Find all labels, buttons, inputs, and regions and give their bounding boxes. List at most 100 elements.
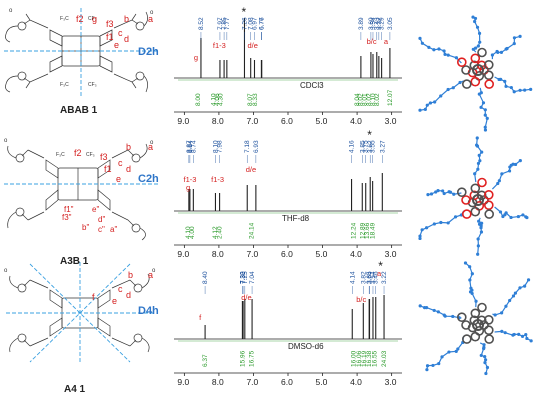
svg-text:F₃C: F₃C xyxy=(60,82,69,88)
model-atom xyxy=(509,85,513,90)
model-core-ring xyxy=(479,195,489,205)
svg-text:o: o xyxy=(150,140,154,146)
model-atom xyxy=(475,136,479,140)
model-core-ring xyxy=(470,206,481,217)
model-core-ring xyxy=(479,65,489,75)
model-atom xyxy=(423,107,427,112)
model-atom xyxy=(446,221,450,225)
model-atom xyxy=(420,228,424,232)
model-atom xyxy=(443,52,447,56)
chem-label: e xyxy=(116,174,121,184)
x-axis-tick-label: 4.0 xyxy=(350,249,362,259)
model-chain xyxy=(494,206,528,219)
model-core-ring xyxy=(456,57,467,68)
x-axis-tick-label: 5.0 xyxy=(316,116,328,126)
peak-shift-label: 7.98 xyxy=(217,140,224,153)
model-atom xyxy=(427,45,431,49)
model-chain xyxy=(494,330,532,342)
peak-shift-label: 3.27 xyxy=(379,140,386,153)
peak-shift-label: 3.89 xyxy=(358,17,365,30)
model-core-ring xyxy=(483,200,494,210)
peak-shift-label: 3.55 xyxy=(370,140,377,153)
model-atom xyxy=(513,162,518,167)
model-atom xyxy=(425,103,429,107)
chem-label: f3" xyxy=(62,213,72,222)
model-atom xyxy=(479,105,483,109)
peak-shift-label: 3.54 xyxy=(370,271,377,284)
chem-label: d" xyxy=(98,215,105,224)
model-atom xyxy=(478,159,482,163)
model-core-ring xyxy=(470,308,481,319)
model-atom xyxy=(441,189,445,193)
compound-label: A3B 1 xyxy=(60,256,89,267)
model-atom xyxy=(476,44,480,48)
model-atom xyxy=(483,361,487,365)
model-atom xyxy=(436,188,440,193)
integral-value: 8.00 xyxy=(195,93,202,106)
peak-shift-label: 4.14 xyxy=(349,271,356,284)
solvent-star: * xyxy=(241,5,246,19)
model-atom xyxy=(458,80,462,85)
model-atom xyxy=(483,128,488,132)
integral-value: 16.38 xyxy=(366,350,373,367)
model-atom xyxy=(480,150,484,154)
chem-label: f1" xyxy=(64,205,74,214)
peak-shift-label: 7.85 xyxy=(221,17,228,30)
chem-label: a xyxy=(148,270,153,280)
nmr-panel-a3b: 8.878.848.74 8.107.98 7.18 6.93 4.16 3.853.75… xyxy=(174,128,402,259)
model-atom xyxy=(529,87,533,91)
model-core-ring xyxy=(477,302,487,313)
model-atom xyxy=(418,304,422,308)
integral-value: 8.02 xyxy=(358,93,365,106)
peak-assignment-label: d/e xyxy=(241,293,251,302)
peak-shift-label: 3.05 xyxy=(387,17,394,30)
model-chain xyxy=(419,38,462,64)
model-atom xyxy=(432,222,436,226)
model-atom xyxy=(511,294,516,298)
integral-value: 4.10 xyxy=(185,226,192,239)
nmr-spectra: 8.52 7.977.857.77 7.26 7.086.97 6.776.76 3.89… xyxy=(174,5,402,387)
peak-shift-label: 3.65 xyxy=(366,271,373,284)
x-axis-tick-label: 6.0 xyxy=(281,249,293,259)
chem-label: c xyxy=(118,28,123,38)
svg-text:F₃C: F₃C xyxy=(60,16,69,22)
model-atom xyxy=(503,79,507,83)
model-atom xyxy=(525,336,529,341)
svg-text:o: o xyxy=(4,138,8,144)
model-atom xyxy=(518,34,522,38)
model-atom xyxy=(517,332,521,336)
integral-value: 16.75 xyxy=(249,350,256,367)
peak-shift-label: 6.77 xyxy=(258,17,265,30)
model-core-ring xyxy=(470,76,481,87)
model-atom xyxy=(525,215,529,220)
model-atom xyxy=(434,190,438,194)
model-atom xyxy=(418,234,422,238)
chem-label: a xyxy=(148,14,153,24)
model-atom xyxy=(470,272,474,276)
integral-value: 4.10 xyxy=(211,93,218,106)
chem-label: f1 xyxy=(106,32,114,42)
model-atom xyxy=(477,153,481,157)
chem-label: c xyxy=(118,284,123,294)
model-atom xyxy=(500,311,504,315)
peak-shift-label: 8.87 xyxy=(186,140,193,153)
model-atom xyxy=(521,213,525,217)
model-atom xyxy=(446,87,450,92)
peak-shift-label: 7.04 xyxy=(249,271,256,284)
model-atom xyxy=(479,226,483,230)
model-atom xyxy=(504,211,508,215)
model-atom xyxy=(513,291,518,295)
symmetry-label-c2h: C2h xyxy=(138,173,159,185)
model-atom xyxy=(479,353,483,358)
model-chain xyxy=(426,335,465,370)
peak-assignment-label: b/c xyxy=(356,295,366,304)
model-atom xyxy=(529,339,533,343)
model-core-ring xyxy=(461,79,472,89)
peak-shift-label: 6.76 xyxy=(259,17,266,30)
peak-shift-label: 3.64 xyxy=(367,271,374,284)
model-atom xyxy=(483,125,487,129)
x-axis-tick-label: 9.0 xyxy=(177,377,189,387)
model-core-ring xyxy=(461,334,472,344)
integral-value: 4.06 xyxy=(214,93,221,106)
model-atom xyxy=(475,143,479,147)
